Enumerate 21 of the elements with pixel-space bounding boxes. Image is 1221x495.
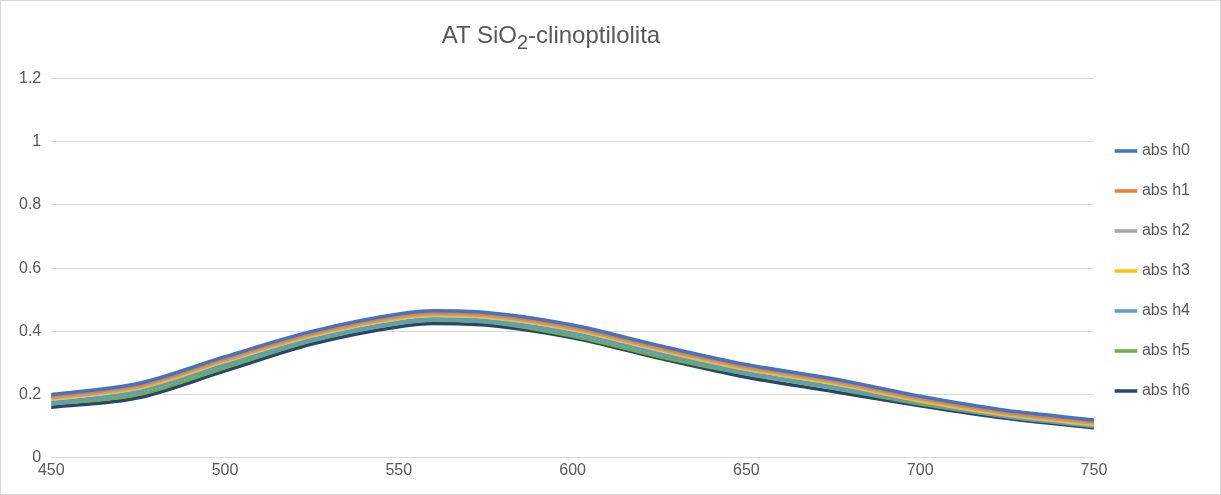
- legend-label: abs h6: [1141, 381, 1191, 399]
- x-tick-label: 600: [559, 460, 587, 478]
- y-tick-label: 0.6: [18, 258, 42, 276]
- x-tick-label: 500: [211, 460, 239, 478]
- legend-label: abs h4: [1141, 301, 1191, 319]
- legend-label: abs h3: [1141, 261, 1191, 279]
- legend-label: abs h0: [1141, 141, 1191, 159]
- x-tick-label: 700: [906, 460, 934, 478]
- x-tick-label: 550: [385, 460, 413, 478]
- y-tick-label: 0.8: [18, 195, 42, 213]
- x-tick-label: 750: [1080, 460, 1108, 478]
- y-tick-label: 1: [32, 132, 42, 150]
- y-tick-label: 0: [32, 448, 42, 466]
- chart-title: AT SiO$_{2}$-clinoptilolita: [440, 21, 662, 54]
- legend-label: abs h1: [1141, 181, 1191, 199]
- y-tick-label: 0.4: [18, 321, 42, 339]
- y-tick-label: 0.2: [18, 385, 42, 403]
- x-tick-label: 650: [733, 460, 760, 478]
- y-tick-label: 1.2: [18, 69, 42, 87]
- legend-label: abs h2: [1141, 221, 1191, 239]
- legend-label: abs h5: [1141, 341, 1191, 359]
